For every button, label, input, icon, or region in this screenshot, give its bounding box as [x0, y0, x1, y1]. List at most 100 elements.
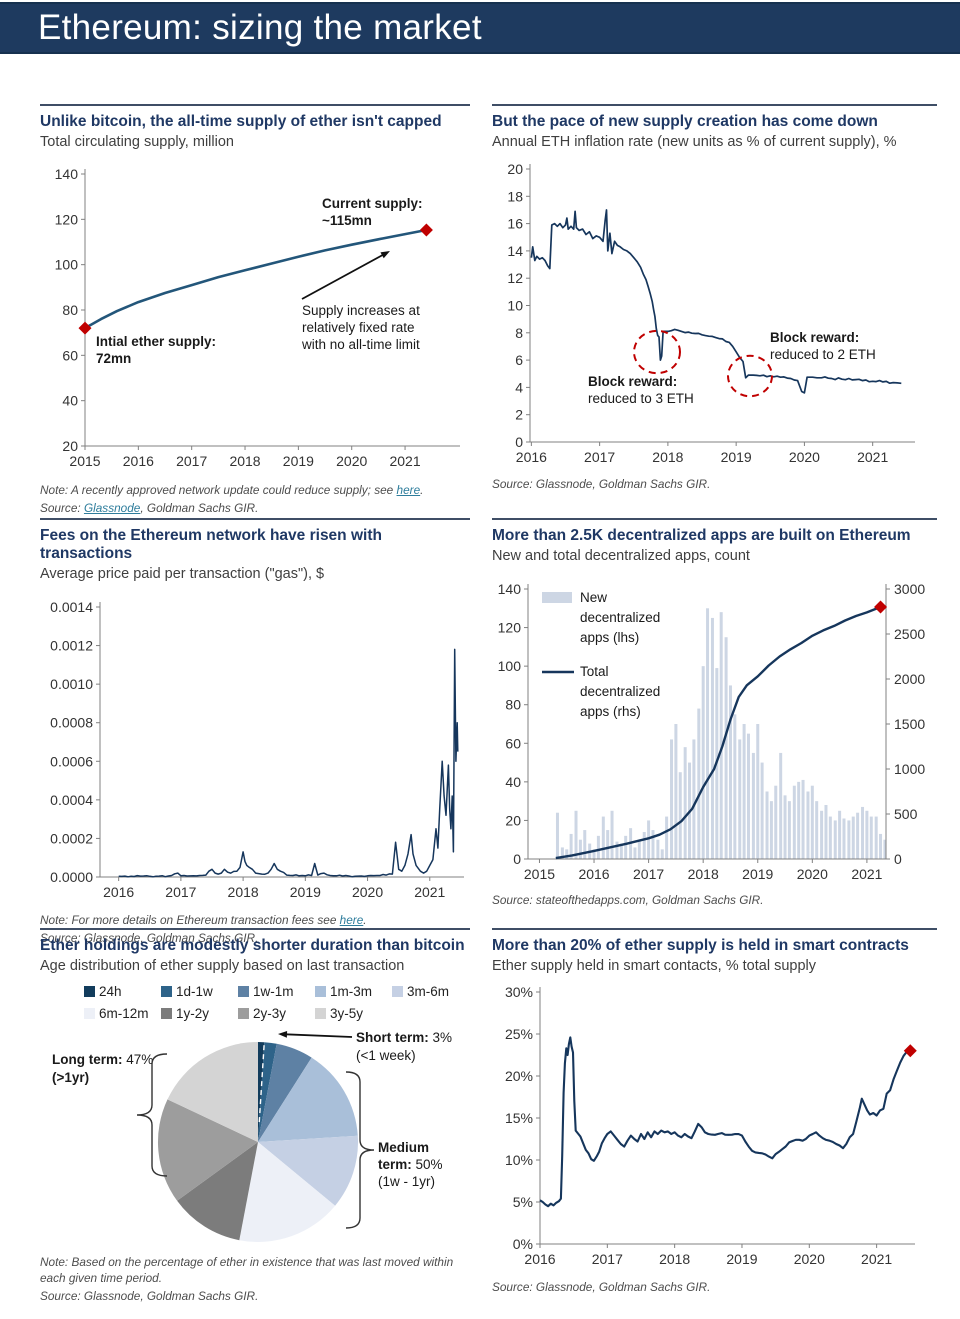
tick-label: 2018: [652, 449, 683, 465]
legend-item-24h: 24h: [84, 980, 161, 1002]
chart-annotation: (>1yr): [52, 1070, 89, 1085]
annotation-arrow: [282, 1033, 353, 1038]
tick-label: 2016: [578, 866, 609, 882]
tick-label: 15%: [505, 1110, 533, 1126]
tick-label: 12: [507, 270, 523, 286]
tick-label: 18: [507, 188, 523, 204]
tick-label: 2015: [69, 453, 100, 469]
tick-label: 5%: [513, 1194, 533, 1210]
legend-item-3m-6m: 3m-6m: [392, 980, 469, 1002]
data-line: [118, 648, 459, 878]
source-text: Source: Glassnode, Goldman Sachs GIR.: [40, 930, 259, 945]
legend-label: 1w-1m: [253, 983, 294, 999]
tick-label: 8: [515, 325, 523, 341]
tick-label: 0: [515, 434, 523, 450]
tick-label: 2021: [414, 884, 445, 900]
tick-label: 0.0014: [50, 599, 93, 615]
tick-label: 2: [515, 407, 523, 423]
tick-label: 2017: [633, 866, 664, 882]
chart-annotation: 72mn: [96, 351, 131, 366]
chart-subtitle: New and total decentralized apps, count: [492, 548, 750, 564]
chart-title: But the pace of new supply creation has …: [492, 113, 878, 130]
chart-source: Source: Glassnode, Goldman Sachs GIR.: [40, 931, 470, 947]
chart-annotation: relatively fixed rate: [302, 320, 415, 335]
data-point-diamond: [903, 1044, 917, 1058]
tick-label: 2021: [857, 449, 888, 465]
source-text: Source: Glassnode, Goldman Sachs GIR.: [492, 477, 711, 491]
tick-label: 120: [498, 620, 522, 636]
data-point-diamond: [419, 223, 433, 237]
tick-label: 16: [507, 216, 523, 232]
smart-contracts-section: More than 20% of ether supply is held in…: [492, 928, 937, 1296]
pie-slice-1w-1m: [258, 1043, 312, 1142]
tick-label: 2017: [176, 453, 207, 469]
annotation-arrowhead: [278, 1030, 288, 1038]
source-text-end: , Goldman Sachs GIR.: [140, 500, 259, 515]
source-link[interactable]: Glassnode: [83, 500, 141, 515]
chart-title: More than 2.5K decentralized apps are bu…: [492, 527, 911, 544]
annotation-arrow: [301, 252, 387, 300]
tick-label: 2019: [721, 449, 752, 465]
legend-swatch: [238, 1007, 249, 1019]
tick-label: 2020: [794, 1251, 825, 1267]
tick-label: 120: [55, 211, 79, 227]
legend-label: decentralized: [580, 684, 660, 699]
chart-title: Unlike bitcoin, the all-time supply of e…: [40, 113, 442, 130]
tick-label: 0: [513, 851, 521, 867]
tick-label: 2018: [688, 866, 719, 882]
note-text: Note: For more details on Ethereum trans…: [40, 913, 340, 927]
chart-subtitle: Average price paid per transaction ("gas…: [40, 566, 325, 582]
dapps-bar-line-chart: 0 20 40 60 80 100 120 140 2015 2016 2017 2018 2019 20…: [492, 568, 937, 891]
annotation-arrowhead: [380, 251, 390, 259]
chart-annotation: Long term: 47%: [52, 1052, 153, 1067]
tick-label: 2016: [123, 453, 154, 469]
tick-label: 10: [507, 298, 523, 314]
slice-boundary-dash: [258, 1045, 265, 1123]
tick-label: 1500: [894, 716, 925, 732]
tick-label: 25%: [505, 1026, 533, 1042]
legend-label: 1m-3m: [330, 983, 373, 999]
tick-label: 80: [62, 302, 78, 318]
chart-canvas: 0.0000 0.0002 0.0004 0.0006 0.0008 0.0010 0.00…: [50, 599, 464, 900]
chart-annotation: Medium: [378, 1140, 429, 1155]
chart-note: Note: For more details on Ethereum trans…: [40, 913, 470, 929]
note-link[interactable]: here: [396, 483, 421, 497]
pie-legend: 24h 1d-1w 1w-1m 1m-3m 3m-6m 6m-12m 1y-2y 2y-3y 3…: [40, 980, 470, 1024]
chart-annotation: with no all-time limit: [301, 337, 420, 352]
tick-label: 20: [62, 438, 78, 454]
legend-swatch: [392, 985, 403, 997]
note-link[interactable]: here: [339, 913, 364, 927]
source-text: Source: Glassnode, Goldman Sachs GIR.: [40, 1288, 259, 1303]
legend-item-1m-3m: 1m-3m: [315, 980, 392, 1002]
supply-chart-section: Unlike bitcoin, the all-time supply of e…: [40, 104, 470, 517]
legend-item-1d-1w: 1d-1w: [161, 980, 238, 1002]
chart-source: Source: Glassnode, Goldman Sachs GIR.: [492, 1280, 937, 1296]
legend-swatch-bar: [542, 592, 572, 603]
note-text: Note: A recently approved network update…: [40, 483, 397, 497]
page-header-banner: Ethereum: sizing the market: [0, 2, 960, 54]
tick-label: 2017: [584, 449, 615, 465]
legend-swatch: [84, 1007, 95, 1019]
annotation-brace: [136, 1053, 168, 1177]
inflation-line-chart: 0 2 4 6 8 10 12 14 16 18 20 2016 2017 2018 2019 2020 202…: [492, 154, 937, 475]
legend-label: 1y-2y: [176, 1005, 210, 1021]
tick-label: 140: [498, 581, 522, 597]
fees-chart-section: Fees on the Ethereum network have risen …: [40, 518, 470, 947]
tick-label: 0%: [513, 1236, 533, 1252]
chart-subtitle: Total circulating supply, million: [40, 134, 234, 150]
tick-label: 2018: [228, 884, 259, 900]
legend-label: 2y-3y: [253, 1005, 287, 1021]
data-point-diamond: [874, 600, 888, 614]
dapps-chart-section: More than 2.5K decentralized apps are bu…: [492, 518, 937, 909]
fees-line-chart: 0.0000 0.0002 0.0004 0.0006 0.0008 0.0010 0.00…: [40, 586, 470, 911]
tick-label: 4: [515, 379, 523, 395]
tick-label: 2018: [659, 1251, 690, 1267]
tick-label: 0.0010: [50, 676, 93, 692]
chart-annotation: Short term: 3%: [356, 1030, 452, 1045]
inflation-chart-section: But the pace of new supply creation has …: [492, 104, 937, 493]
chart-canvas: Short term: 3% (<1 week) Long term: 47% (>1…: [52, 1030, 452, 1242]
legend-item-1w-1m: 1w-1m: [238, 980, 315, 1002]
chart-source: Source: Glassnode, Goldman Sachs GIR.: [40, 1289, 470, 1305]
pie-slice-1m-3m: [258, 1057, 358, 1142]
legend-label: 3m-6m: [407, 983, 450, 999]
